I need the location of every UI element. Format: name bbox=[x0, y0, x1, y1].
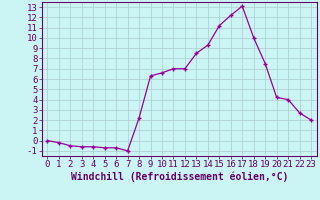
X-axis label: Windchill (Refroidissement éolien,°C): Windchill (Refroidissement éolien,°C) bbox=[70, 172, 288, 182]
